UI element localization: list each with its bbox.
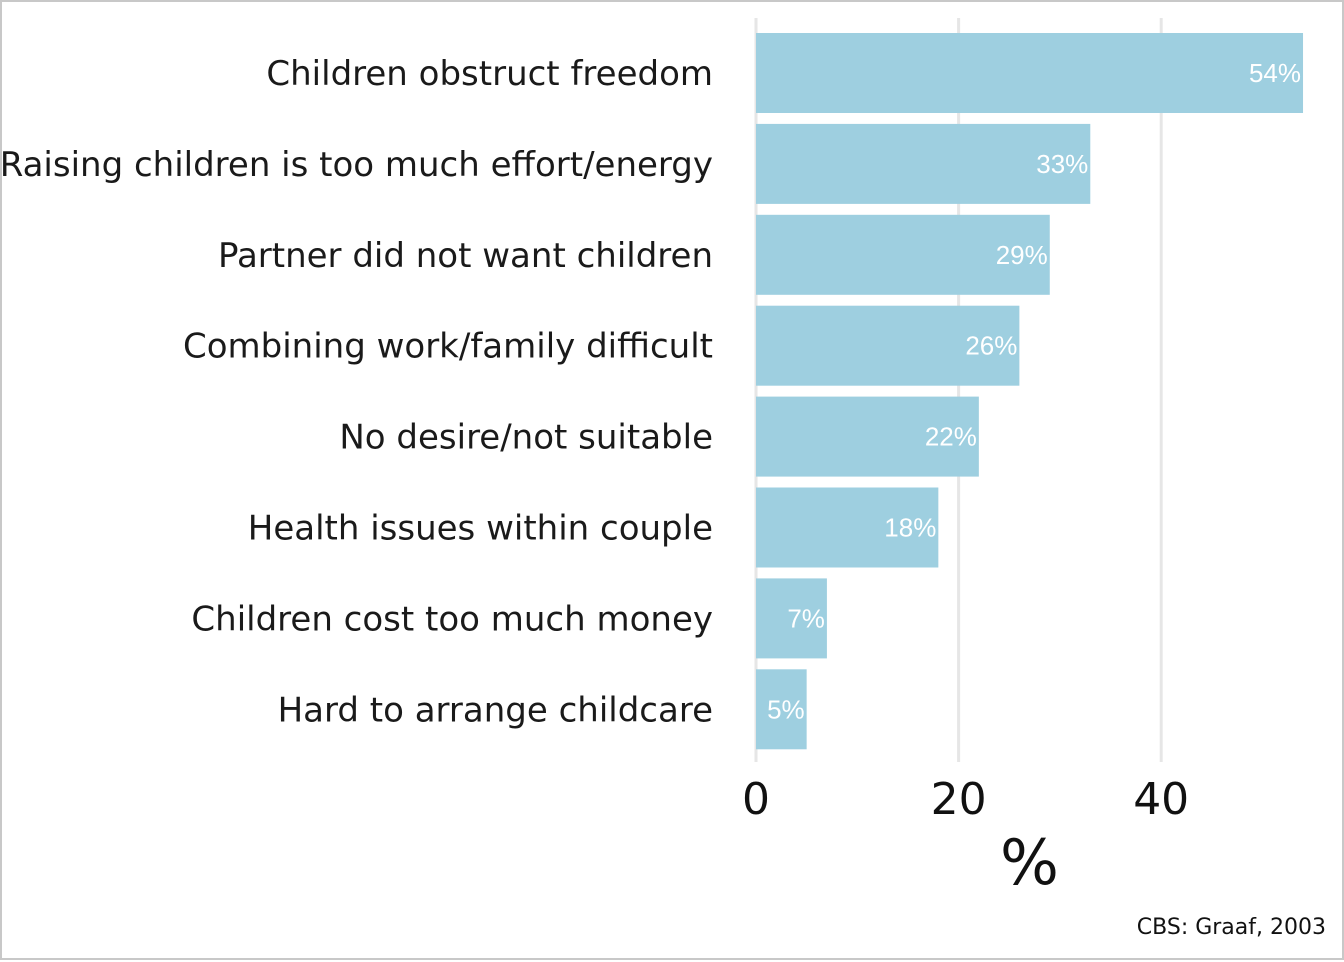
category-label: Health issues within couple xyxy=(248,509,713,549)
bar xyxy=(756,123,1091,204)
bar-value-label: 54% xyxy=(1249,58,1301,88)
x-tick-labels: 0 20 40 xyxy=(742,774,1189,825)
x-axis-title: % xyxy=(1000,826,1059,899)
bar-value-label: 22% xyxy=(925,422,977,452)
source-note: CBS: Graaf, 2003 xyxy=(1136,915,1326,940)
bar-value-label: 29% xyxy=(996,240,1048,270)
bar xyxy=(756,396,979,477)
category-label: Children obstruct freedom xyxy=(266,54,713,94)
x-tick-label: 40 xyxy=(1133,774,1189,825)
category-label: Children cost too much money xyxy=(191,599,713,639)
category-label: Combining work/family difficult xyxy=(183,327,713,367)
bar xyxy=(756,487,939,568)
category-label: No desire/not suitable xyxy=(339,418,713,458)
bar-value-label: 18% xyxy=(884,513,936,543)
category-label: Hard to arrange childcare xyxy=(278,690,713,730)
category-label: Partner did not want children xyxy=(218,236,713,276)
category-labels: Children obstruct freedom Raising childre… xyxy=(2,54,713,730)
bar xyxy=(756,214,1050,295)
x-tick-label: 0 xyxy=(742,774,770,825)
value-labels: 54% 33% 29% 26% 22% 18% 7% 5% xyxy=(767,58,1301,724)
bars xyxy=(756,33,1304,750)
bar xyxy=(756,578,827,659)
bar xyxy=(756,33,1304,113)
bar xyxy=(756,669,807,750)
bar-value-label: 5% xyxy=(767,694,805,724)
bar-value-label: 7% xyxy=(787,603,825,633)
bar xyxy=(756,305,1020,386)
bar-value-label: 33% xyxy=(1036,149,1088,179)
x-tick-label: 20 xyxy=(931,774,987,825)
category-label: Raising children is too much effort/ener… xyxy=(2,145,713,185)
bar-value-label: 26% xyxy=(965,331,1017,361)
